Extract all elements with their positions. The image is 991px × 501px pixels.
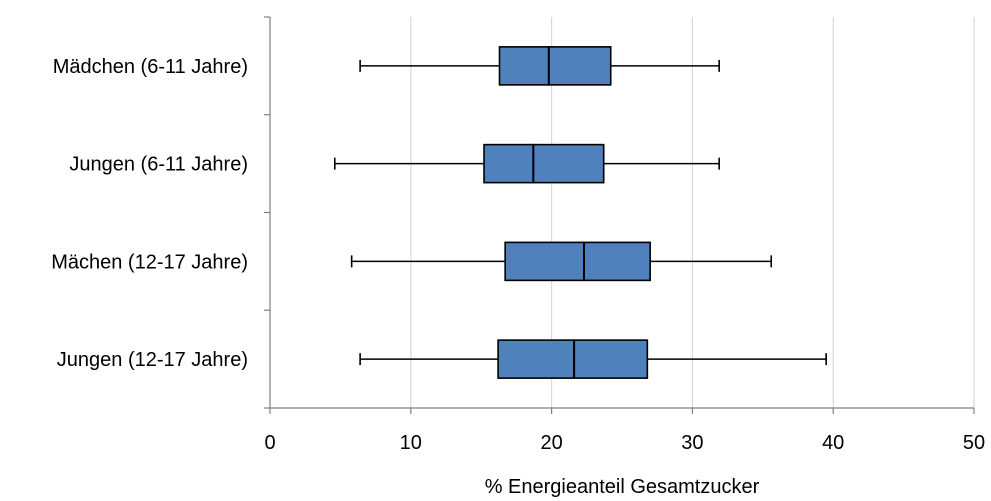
category-label: Jungen (6-11 Jahre): [69, 154, 248, 176]
box-upper: [547, 46, 612, 86]
box-upper: [573, 339, 649, 379]
gridlines: [410, 17, 975, 408]
box-lower: [483, 143, 535, 184]
box-group: [359, 339, 827, 379]
x-tick-label: 0: [264, 432, 275, 454]
box-lower: [498, 46, 550, 86]
box-upper: [583, 241, 651, 282]
category-label: Jungen (12-17 Jahre): [57, 349, 248, 371]
category-label: Mädchen (6-11 Jahre): [53, 56, 248, 78]
box-group: [333, 143, 720, 184]
box-lower: [497, 339, 575, 379]
x-tick-label: 40: [822, 432, 844, 454]
x-tick-label: 50: [963, 432, 985, 454]
boxes: [333, 46, 827, 379]
x-axis-title: % Energieanteil Gesamtzucker: [485, 476, 760, 498]
category-label: Mächen (12-17 Jahre): [51, 251, 248, 273]
axes: [264, 16, 975, 414]
x-tick-label: 20: [540, 432, 562, 454]
box-lower: [504, 241, 585, 282]
x-tick-label: 10: [400, 432, 422, 454]
labels: % Energieanteil Gesamtzucker 0 10 20 30 40 50…: [51, 56, 985, 498]
box-upper: [532, 143, 605, 184]
box-group: [359, 46, 720, 86]
x-tick-label: 30: [681, 432, 703, 454]
box-group: [350, 241, 773, 282]
